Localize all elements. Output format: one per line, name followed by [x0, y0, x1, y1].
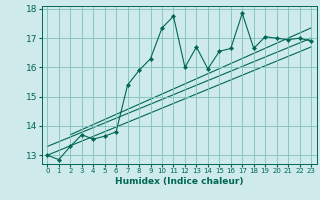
X-axis label: Humidex (Indice chaleur): Humidex (Indice chaleur) — [115, 177, 244, 186]
